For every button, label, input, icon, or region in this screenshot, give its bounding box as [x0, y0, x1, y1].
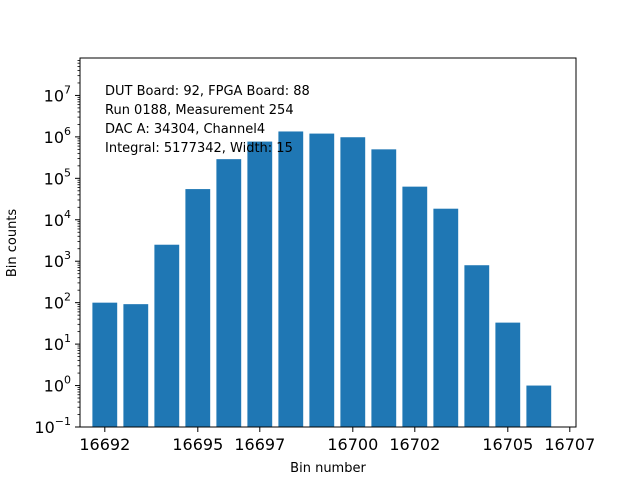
bar	[123, 304, 149, 427]
x-axis-label: Bin number	[290, 461, 366, 476]
bar	[402, 186, 428, 427]
bar	[464, 265, 490, 427]
x-tick-label: 16705	[482, 435, 533, 454]
annotation-line: DAC A: 34304, Channel4	[105, 122, 265, 137]
x-tick-label: 16700	[327, 435, 378, 454]
x-tick-label: 16702	[389, 435, 440, 454]
annotation-block: DUT Board: 92, FPGA Board: 88 Run 0188, M…	[105, 84, 310, 156]
bar	[309, 133, 335, 427]
x-tick-label: 16707	[544, 435, 595, 454]
bar	[433, 208, 459, 427]
bar	[216, 159, 242, 427]
plot-frame	[79, 57, 577, 428]
x-axis-ticks: 16692 16695 16697 16700 16702 16705 16707	[79, 427, 595, 454]
x-tick-label: 16695	[172, 435, 223, 454]
bar	[495, 322, 521, 427]
bar	[371, 149, 397, 427]
bar	[92, 302, 118, 427]
annotation-line: Integral: 5177342, Width: 15	[105, 141, 293, 156]
annotation-line: Run 0188, Measurement 254	[105, 103, 294, 118]
bar	[247, 141, 273, 427]
bar	[526, 385, 552, 427]
bars-group	[92, 131, 552, 428]
x-tick-label: 16697	[234, 435, 285, 454]
x-tick-label: 16692	[79, 435, 130, 454]
bar	[278, 131, 304, 427]
bar	[340, 137, 366, 428]
bar	[154, 244, 180, 427]
y-axis-label: Bin counts	[5, 209, 20, 278]
bar	[185, 189, 211, 427]
annotation-line: DUT Board: 92, FPGA Board: 88	[105, 84, 310, 99]
